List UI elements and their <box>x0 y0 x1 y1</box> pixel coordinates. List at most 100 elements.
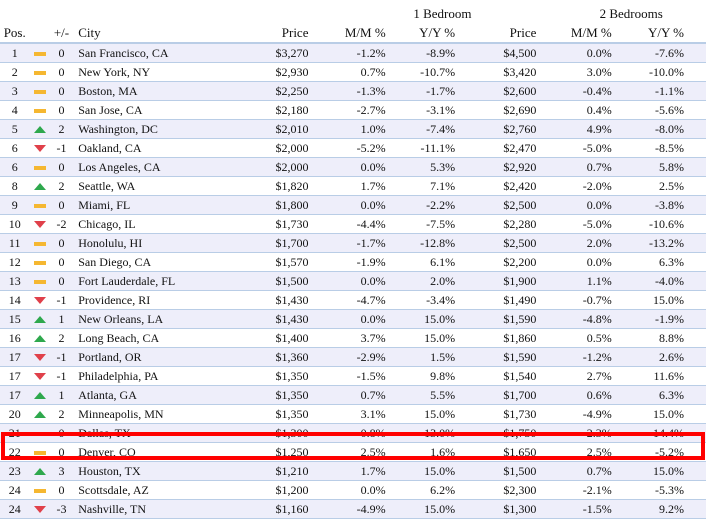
rank-cell: 17 <box>0 347 30 367</box>
yy-2br-cell: 15.0% <box>611 290 706 310</box>
city-cell: Oakland, CA <box>72 138 234 158</box>
price-1br-cell: $1,350 <box>233 404 309 424</box>
mm-1br-cell: -1.3% <box>308 81 386 101</box>
yy-1br-cell: -1.7% <box>385 81 456 101</box>
price-2br-cell: $2,420 <box>455 176 537 196</box>
mm-2br-cell: -4.9% <box>536 404 612 424</box>
rank-cell: 5 <box>0 119 30 139</box>
rank-change-cell: 0 <box>50 81 73 101</box>
rank-cell: 20 <box>0 404 30 424</box>
table-row: 5 2 Washington, DC $2,010 1.0% -7.4% $2,760 4.9… <box>0 119 706 139</box>
trend-cell <box>29 176 51 196</box>
mm-1br-cell: 1.7% <box>308 461 386 481</box>
table-row: 11 0 Honolulu, HI $1,700 -1.7% -12.8% $2,500 2.… <box>0 233 706 253</box>
price-1br-cell: $1,160 <box>233 499 309 519</box>
trend-cell <box>29 366 51 386</box>
mm-1br-cell: 0.7% <box>308 62 386 82</box>
table-row: 14 -1 Providence, RI $1,430 -4.7% -3.4% $1,490… <box>0 290 706 310</box>
rank-cell: 24 <box>0 480 30 500</box>
no-change-dash-icon <box>34 488 47 493</box>
rank-cell: 13 <box>0 271 30 291</box>
mm-2br-cell: 4.9% <box>536 119 612 139</box>
mm-2br-cell: -2.1% <box>536 480 612 500</box>
yy-2br-cell: -5.3% <box>611 480 706 500</box>
col-city: City <box>72 24 234 44</box>
arrow-up-icon <box>34 410 47 418</box>
rank-cell: 6 <box>0 157 30 177</box>
price-2br-cell: $1,860 <box>455 328 537 348</box>
yy-2br-cell: 15.0% <box>611 461 706 481</box>
mm-1br-cell: 0.0% <box>308 157 386 177</box>
city-cell: Seattle, WA <box>72 176 234 196</box>
price-1br-cell: $2,010 <box>233 119 309 139</box>
mm-1br-cell: 2.5% <box>308 442 386 462</box>
rank-change-cell: 0 <box>50 62 73 82</box>
table-row: 16 2 Long Beach, CA $1,400 3.7% 15.0% $1,860 0.… <box>0 328 706 348</box>
price-2br-cell: $2,600 <box>455 81 537 101</box>
price-1br-cell: $1,350 <box>233 366 309 386</box>
arrow-down-icon <box>34 296 47 304</box>
city-cell: Chicago, IL <box>72 214 234 234</box>
mm-1br-cell: 0.0% <box>308 309 386 329</box>
table-row: 17 -1 Philadelphia, PA $1,350 -1.5% 9.8% $1,54… <box>0 366 706 386</box>
group-header-2-bedrooms: 2 Bedrooms <box>599 6 663 21</box>
price-1br-cell: $1,250 <box>233 442 309 462</box>
yy-2br-cell: -10.6% <box>611 214 706 234</box>
table-row: 4 0 San Jose, CA $2,180 -2.7% -3.1% $2,690 0.4%… <box>0 100 706 120</box>
price-1br-cell: $1,430 <box>233 290 309 310</box>
price-1br-cell: $1,570 <box>233 252 309 272</box>
rank-change-cell: -1 <box>50 290 73 310</box>
table-row: 17 1 Atlanta, GA $1,350 0.7% 5.5% $1,700 0.6% 6.… <box>0 385 706 405</box>
mm-2br-cell: 0.7% <box>536 461 612 481</box>
yy-2br-cell: -1.9% <box>611 309 706 329</box>
price-2br-cell: $1,700 <box>455 385 537 405</box>
trend-cell <box>29 100 51 120</box>
yy-1br-cell: -3.4% <box>385 290 456 310</box>
trend-cell <box>29 461 51 481</box>
rank-change-cell: -3 <box>50 499 73 519</box>
price-2br-cell: $1,730 <box>455 404 537 424</box>
yy-2br-cell: -8.5% <box>611 138 706 158</box>
rank-cell: 1 <box>0 43 30 63</box>
rank-change-cell: 2 <box>50 119 73 139</box>
rank-change-cell: -1 <box>50 138 73 158</box>
mm-1br-cell: -2.7% <box>308 100 386 120</box>
yy-1br-cell: 2.0% <box>385 271 456 291</box>
rank-change-cell: 1 <box>50 309 73 329</box>
no-change-dash-icon <box>34 279 47 284</box>
price-2br-cell: $2,280 <box>455 214 537 234</box>
trend-cell <box>29 290 51 310</box>
city-cell: Providence, RI <box>72 290 234 310</box>
rank-change-cell: -2 <box>50 214 73 234</box>
city-cell: Fort Lauderdale, FL <box>72 271 234 291</box>
yy-2br-cell: 8.8% <box>611 328 706 348</box>
price-2br-cell: $1,490 <box>455 290 537 310</box>
mm-1br-cell: 1.7% <box>308 176 386 196</box>
city-cell: San Francisco, CA <box>72 43 234 63</box>
mm-2br-cell: 0.5% <box>536 328 612 348</box>
yy-2br-cell: 6.3% <box>611 385 706 405</box>
no-change-dash-icon <box>34 89 47 94</box>
mm-2br-cell: 0.4% <box>536 100 612 120</box>
rank-cell: 23 <box>0 461 30 481</box>
mm-1br-cell: -1.9% <box>308 252 386 272</box>
rank-cell: 11 <box>0 233 30 253</box>
yy-2br-cell: -3.8% <box>611 195 706 215</box>
mm-2br-cell: 2.7% <box>536 366 612 386</box>
trend-cell <box>29 252 51 272</box>
price-2br-cell: $2,300 <box>455 480 537 500</box>
price-2br-cell: $2,500 <box>455 195 537 215</box>
yy-2br-cell: -8.0% <box>611 119 706 139</box>
group-header-1-bedroom: 1 Bedroom <box>413 6 472 21</box>
price-1br-cell: $1,300 <box>233 423 309 443</box>
trend-cell <box>29 138 51 158</box>
mm-2br-cell: -5.0% <box>536 138 612 158</box>
trend-cell <box>29 119 51 139</box>
rank-change-cell: -1 <box>50 347 73 367</box>
mm-2br-cell: 1.1% <box>536 271 612 291</box>
price-1br-cell: $1,400 <box>233 328 309 348</box>
price-2br-cell: $1,300 <box>455 499 537 519</box>
city-cell: Nashville, TN <box>72 499 234 519</box>
trend-cell <box>29 81 51 101</box>
price-1br-cell: $2,250 <box>233 81 309 101</box>
